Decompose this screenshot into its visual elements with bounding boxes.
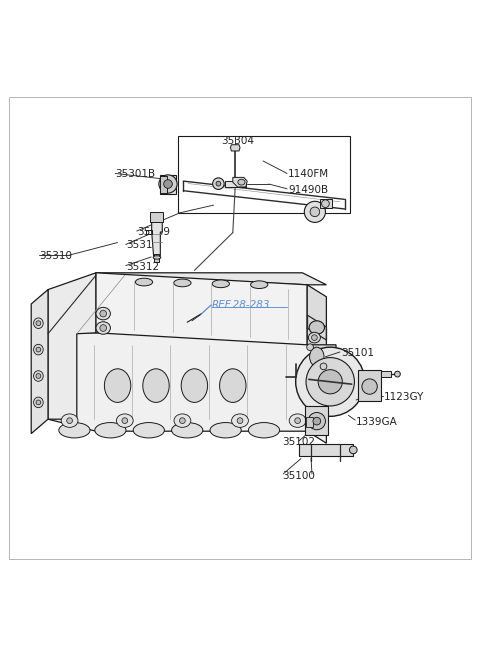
Polygon shape — [307, 345, 336, 369]
Circle shape — [322, 200, 329, 207]
Ellipse shape — [133, 422, 164, 438]
Ellipse shape — [174, 414, 191, 427]
Text: 35312: 35312 — [126, 241, 159, 251]
Ellipse shape — [59, 422, 90, 438]
Ellipse shape — [95, 422, 126, 438]
Polygon shape — [230, 145, 240, 151]
Bar — [160, 176, 167, 193]
Circle shape — [304, 201, 325, 222]
Polygon shape — [96, 273, 307, 345]
Circle shape — [36, 400, 41, 405]
Ellipse shape — [96, 321, 110, 335]
Text: 1123GY: 1123GY — [384, 392, 424, 401]
Circle shape — [100, 310, 107, 317]
Polygon shape — [307, 285, 326, 357]
Ellipse shape — [135, 278, 153, 286]
Ellipse shape — [34, 318, 43, 329]
Text: 35304: 35304 — [221, 136, 254, 146]
Bar — [225, 181, 246, 187]
Ellipse shape — [34, 344, 43, 355]
Ellipse shape — [231, 414, 249, 427]
Text: 35310: 35310 — [39, 251, 72, 261]
Circle shape — [296, 347, 365, 417]
Ellipse shape — [153, 256, 161, 259]
Circle shape — [310, 207, 320, 216]
Ellipse shape — [34, 371, 43, 381]
Circle shape — [307, 344, 313, 350]
Ellipse shape — [309, 321, 324, 335]
Bar — [160, 175, 176, 194]
Circle shape — [312, 335, 317, 340]
Bar — [320, 199, 332, 208]
Ellipse shape — [181, 369, 207, 402]
Ellipse shape — [61, 414, 78, 427]
Polygon shape — [48, 273, 96, 419]
Ellipse shape — [174, 279, 191, 287]
Circle shape — [36, 321, 41, 325]
Circle shape — [159, 175, 177, 193]
Ellipse shape — [172, 422, 203, 438]
Ellipse shape — [310, 347, 324, 367]
Ellipse shape — [117, 414, 133, 427]
Circle shape — [100, 325, 107, 331]
Ellipse shape — [309, 333, 321, 343]
Text: 35100: 35100 — [282, 471, 315, 481]
Ellipse shape — [238, 179, 245, 185]
Bar — [178, 136, 350, 213]
Circle shape — [164, 180, 172, 188]
Circle shape — [122, 418, 128, 424]
Polygon shape — [299, 444, 353, 456]
Text: 35309: 35309 — [137, 227, 170, 237]
Ellipse shape — [251, 281, 268, 289]
Circle shape — [349, 446, 357, 454]
Bar — [381, 371, 391, 377]
Circle shape — [308, 413, 325, 430]
Bar — [305, 406, 328, 434]
Bar — [150, 212, 163, 222]
Ellipse shape — [289, 414, 306, 427]
Bar — [154, 254, 159, 262]
Polygon shape — [233, 177, 247, 187]
Circle shape — [318, 370, 342, 394]
Text: 91490B: 91490B — [288, 185, 328, 195]
Ellipse shape — [34, 397, 43, 407]
Circle shape — [216, 181, 221, 186]
Text: 35312: 35312 — [126, 262, 159, 272]
Text: 35102: 35102 — [282, 438, 315, 447]
Ellipse shape — [104, 369, 131, 402]
Ellipse shape — [143, 369, 169, 402]
Ellipse shape — [219, 369, 246, 402]
Bar — [306, 417, 313, 427]
Circle shape — [237, 418, 243, 424]
Polygon shape — [48, 333, 326, 443]
Circle shape — [362, 379, 377, 394]
Text: 35101: 35101 — [341, 348, 374, 358]
Circle shape — [395, 371, 400, 377]
Circle shape — [180, 418, 185, 424]
Ellipse shape — [210, 422, 241, 438]
Text: 1339GA: 1339GA — [356, 417, 398, 426]
Circle shape — [306, 358, 354, 406]
Text: 35301B: 35301B — [115, 169, 156, 179]
Ellipse shape — [96, 308, 110, 320]
Ellipse shape — [249, 422, 279, 438]
Ellipse shape — [212, 280, 229, 287]
Polygon shape — [96, 273, 326, 285]
Polygon shape — [152, 216, 162, 256]
Text: 1140FM: 1140FM — [288, 169, 329, 179]
Circle shape — [313, 417, 321, 425]
Circle shape — [67, 418, 72, 424]
Polygon shape — [31, 289, 48, 434]
Circle shape — [213, 178, 224, 190]
Text: REF.28-283: REF.28-283 — [212, 300, 271, 310]
Circle shape — [36, 374, 41, 379]
Bar — [358, 370, 381, 401]
Circle shape — [36, 347, 41, 352]
Circle shape — [295, 418, 300, 424]
Circle shape — [320, 363, 327, 370]
